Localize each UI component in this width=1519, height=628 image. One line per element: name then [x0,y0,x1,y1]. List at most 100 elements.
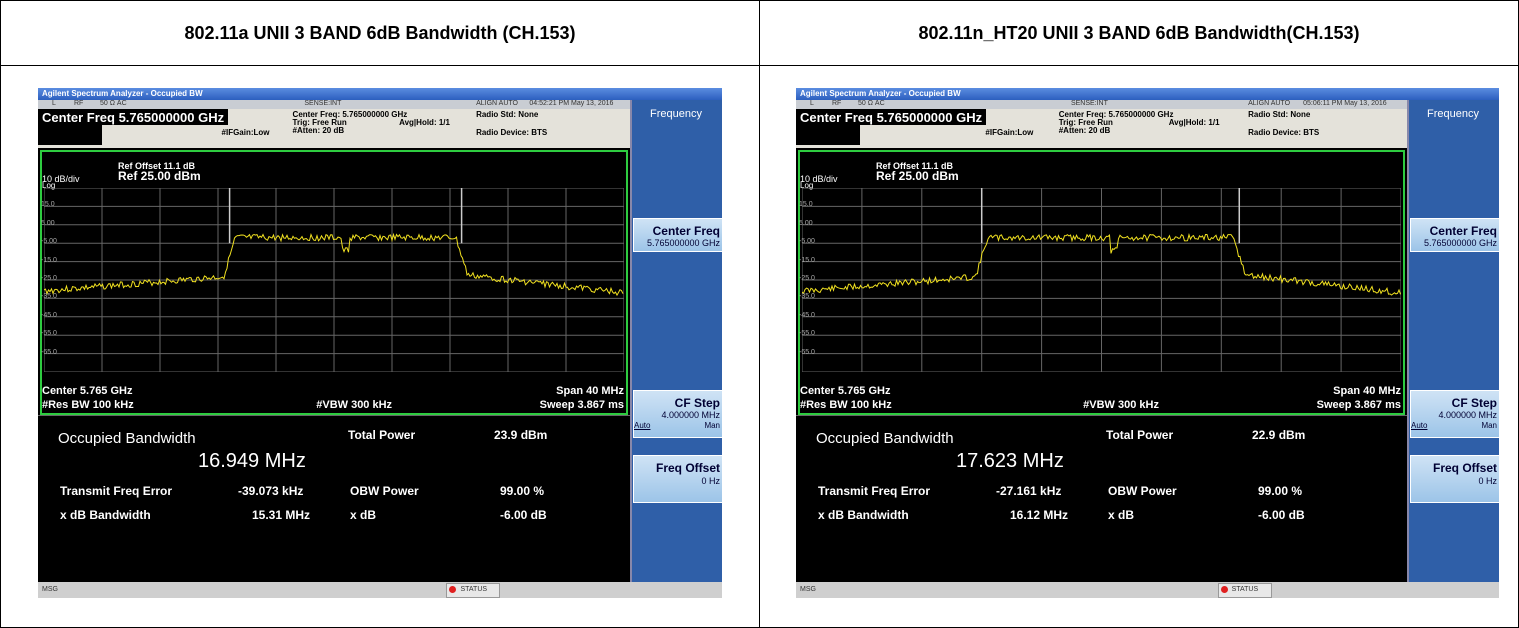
info-ifgain: #IFGain:Low [985,128,1034,137]
status-imp: 50 Ω AC [858,100,885,107]
measure-xdb-bw-label: x dB Bandwidth [818,508,909,522]
trace [44,232,624,297]
measure-tfe: -39.073 kHz [238,484,304,498]
measure-obwp-label: OBW Power [350,484,419,498]
cf-box [38,109,228,125]
status-bar [38,582,722,598]
graph-div: 10 dB/div [800,174,838,184]
status-sense: SENSE:INT [304,100,342,107]
softkey [633,390,722,438]
softkey-panel [630,100,722,582]
status-msg: MSG [42,586,58,593]
measure-obw-label: Occupied Bandwidth [816,430,954,447]
graph-vbw: #VBW 300 kHz [1083,399,1159,411]
y-label: -5.00 [799,238,815,246]
info-std: Radio Std: None [1248,110,1311,119]
y-label: -25.0 [799,275,815,282]
softkey-offset-val: 0 Hz [701,476,720,486]
status-msg: MSG [800,586,816,593]
info-cf: Center Freq: 5.765000000 GHz [1058,110,1174,119]
info-cf: Center Freq: 5.765000000 GHz [292,110,408,119]
softkey-offset-val: 0 Hz [1478,476,1497,486]
y-label: -25.0 [41,275,57,282]
measure-xdb-label: x dB [350,508,377,522]
status-rf: RF [74,100,84,107]
graph-div: 10 dB/div [42,174,80,184]
measure-xdb-bw: 15.31 MHz [252,508,311,522]
info-ifgain: #IFGain:Low [221,128,270,137]
center-freq: Center Freq 5.765000000 GHz [42,110,225,125]
graph-span: Span 40 MHz [1333,385,1401,397]
info-trig: Trig: Free Run [1058,118,1113,127]
info-device: Radio Device: BTS [476,128,548,137]
graph-ref_offset: Ref Offset 11.1 dB [876,161,954,171]
status-align: ALIGN AUTO [1248,100,1291,107]
measure-xdb-bw: 16.12 MHz [1010,508,1069,522]
analyzer-screen: Agilent Spectrum Analyzer - Occupied BW L… [38,88,722,598]
graph-scale: Log [42,181,56,190]
measure-obw-label: Occupied Bandwidth [58,430,196,447]
softkey-auto: Auto [1411,421,1428,430]
status-time: 05:06:11 PM May 13, 2016 [1303,100,1387,107]
info-avg: Avg|Hold: 1/1 [399,118,450,127]
softkey-menu: Frequency [650,108,702,120]
status-row [38,100,630,109]
softkey-step-val: 4.000000 MHz [1438,410,1497,420]
softkey-menu: Frequency [1427,108,1479,120]
graticule [44,188,624,372]
status-box [1217,583,1272,598]
measure-obwp: 99.00 % [500,484,545,498]
y-label: -35.0 [41,293,57,301]
graph-center: Center 5.765 GHz [800,385,891,397]
graph-span: Span 40 MHz [556,385,624,397]
y-label: 5.00 [41,219,55,227]
status-box [446,583,501,598]
measure-tfe: -27.161 kHz [996,484,1062,498]
y-label: -15.0 [41,256,57,264]
status-icon [1220,586,1228,593]
y-label: -55.0 [41,330,57,338]
measure-xdb: -6.00 dB [500,508,547,522]
y-label: -65.0 [799,348,815,356]
graph-sweep: Sweep 3.867 ms [1316,399,1401,411]
measure-tp: 22.9 dBm [1252,428,1306,442]
graph-ref: Ref 25.00 dBm [876,169,959,183]
y-label: 5.00 [799,219,813,227]
title-bar [796,88,1499,100]
measure-tp-label: Total Power [1106,428,1174,442]
graticule [802,188,1401,372]
y-label: -65.0 [41,348,57,356]
measure-tp: 23.9 dBm [494,428,548,442]
status-sense: SENSE:INT [1070,100,1108,107]
graph-scale: Log [800,181,814,190]
status-rf: RF [832,100,842,107]
graph-rbw: #Res BW 100 kHz [42,399,134,411]
y-label: -5.00 [41,238,57,246]
info-device: Radio Device: BTS [1248,128,1320,137]
softkey [1410,390,1499,438]
measure-tp-label: Total Power [348,428,416,442]
status-text: STATUS [1231,586,1259,593]
measure-tfe-label: Transmit Freq Error [818,484,931,498]
measure-area [796,415,1407,581]
measure-tfe-label: Transmit Freq Error [60,484,173,498]
center-freq: Center Freq 5.765000000 GHz [800,110,983,125]
y-label: -55.0 [799,330,815,338]
softkey-cf: Center Freq [652,224,720,238]
graph-center: Center 5.765 GHz [42,385,133,397]
softkey-step: CF Step [1451,396,1497,410]
info-std: Radio Std: None [476,110,539,119]
y-label: 15.0 [799,201,813,209]
info-trig: Trig: Free Run [292,118,347,127]
status-text: STATUS [460,586,488,593]
measure-xdb-label: x dB [1108,508,1135,522]
softkey [1410,218,1499,252]
softkey-cf: Center Freq [1429,224,1497,238]
cf-under [38,125,102,145]
measure-obw: 17.623 MHz [956,450,1064,472]
status-icon [449,586,457,593]
softkey-man: Man [704,421,720,430]
graph-frame [40,150,628,415]
cf-under [796,125,860,145]
